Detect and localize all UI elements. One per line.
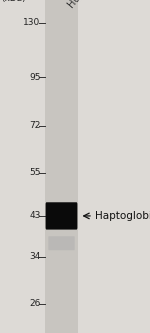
Text: 130: 130	[23, 18, 40, 27]
Text: Haptoglobin: Haptoglobin	[94, 211, 150, 221]
Text: 95: 95	[29, 73, 40, 82]
Text: 26: 26	[29, 299, 40, 308]
Text: 43: 43	[29, 211, 40, 220]
Text: MW
(kDa): MW (kDa)	[2, 0, 26, 3]
FancyBboxPatch shape	[45, 0, 78, 333]
Text: 72: 72	[29, 121, 40, 131]
Text: 34: 34	[29, 252, 40, 261]
Text: Human plasma: Human plasma	[66, 0, 121, 10]
FancyBboxPatch shape	[46, 202, 77, 229]
FancyBboxPatch shape	[48, 236, 75, 250]
Text: 55: 55	[29, 168, 40, 177]
